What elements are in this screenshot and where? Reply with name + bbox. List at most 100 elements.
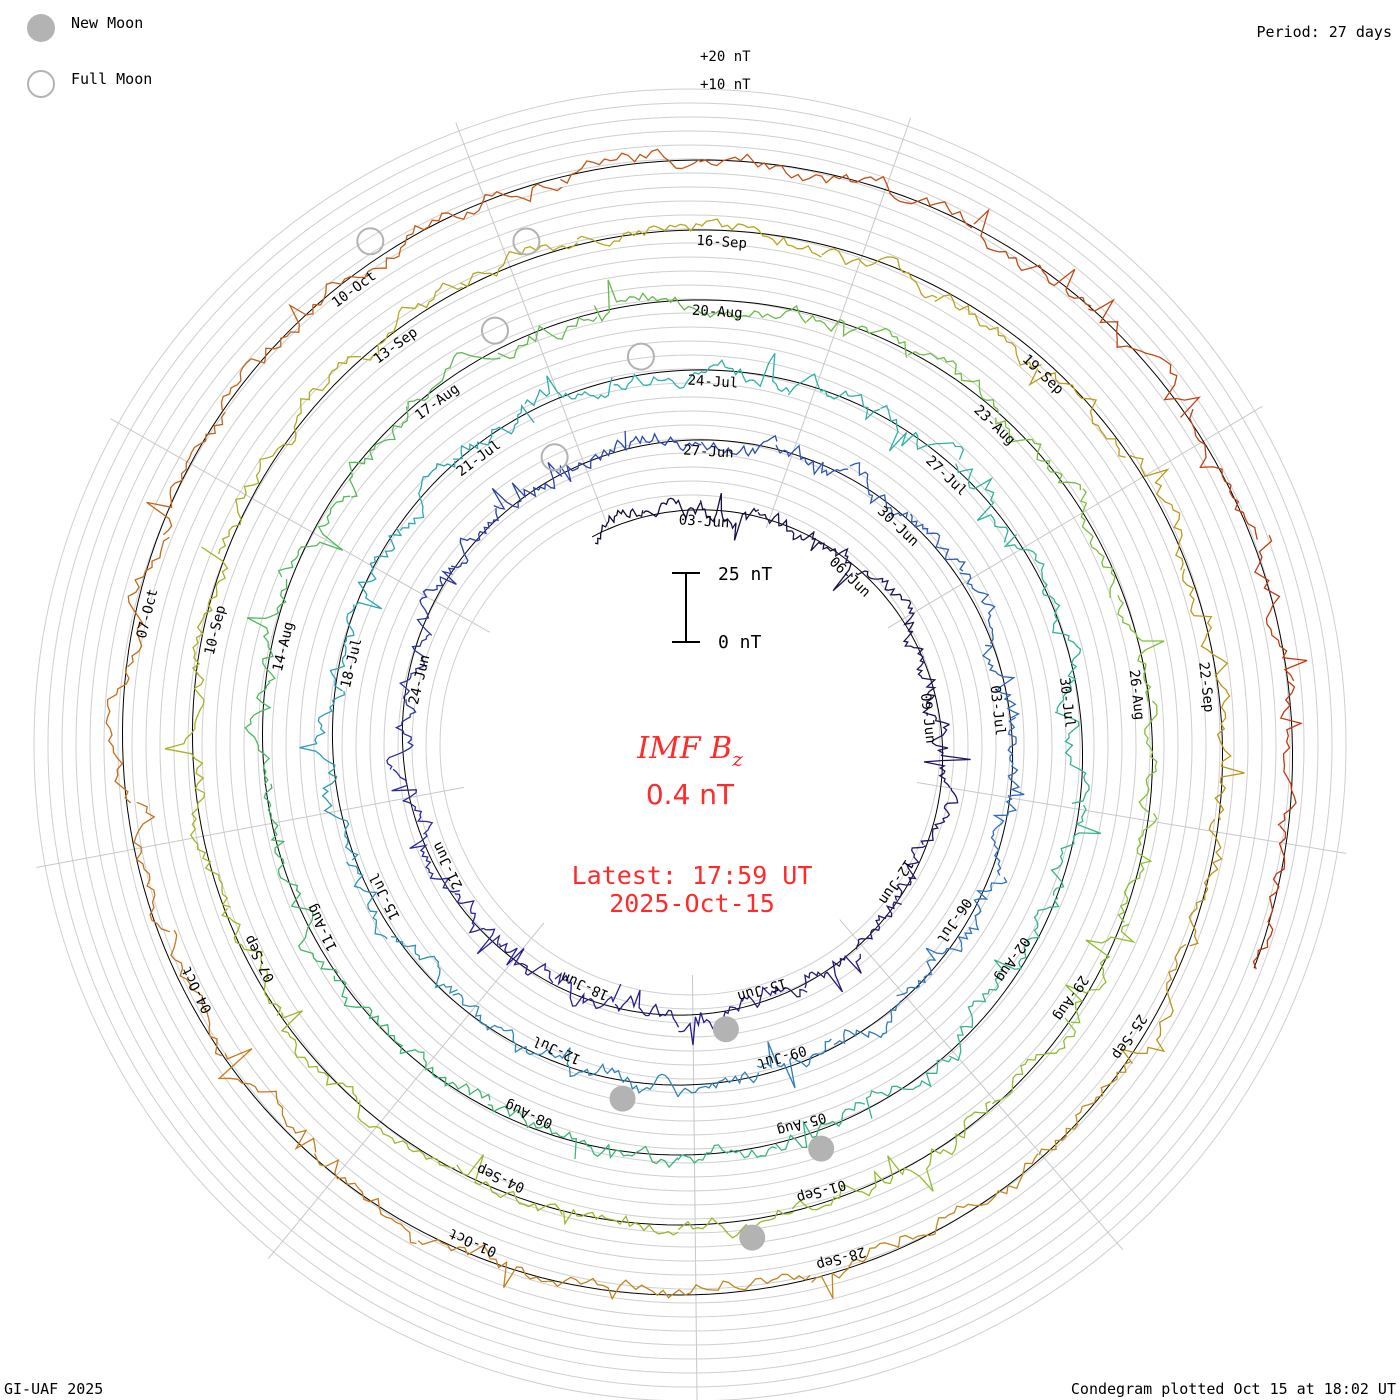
grid-circle xyxy=(369,424,1011,1066)
bz-trace-segment xyxy=(1188,819,1223,947)
bz-trace-segment xyxy=(399,461,456,531)
bz-trace-segment xyxy=(917,668,950,726)
bz-trace-segment xyxy=(901,1100,991,1192)
bz-trace-segment xyxy=(1052,617,1082,713)
grid-circle xyxy=(145,200,1235,1290)
date-label: 16-Sep xyxy=(696,233,747,252)
bz-trace-segment xyxy=(362,282,463,361)
bz-trace-segment xyxy=(453,404,535,460)
date-label: 24-Jul xyxy=(687,373,738,392)
bz-trace-segment xyxy=(787,373,881,421)
bz-trace-segment xyxy=(346,861,388,940)
date-label: 18-Jun xyxy=(559,968,612,1003)
footer-plot-time: Condegram plotted Oct 15 at 18:02 UT xyxy=(1070,1380,1396,1398)
bz-trace-segment xyxy=(833,1000,902,1046)
bz-trace-segment xyxy=(416,567,457,636)
date-label: 15-Jun xyxy=(735,975,788,1005)
grid-circle xyxy=(33,88,1347,1400)
bz-trace-segment xyxy=(554,972,622,1010)
grid-circle xyxy=(285,340,1095,1150)
bz-trace-segment xyxy=(594,507,644,545)
date-label: 21-Jun xyxy=(430,839,467,891)
bz-trace-segment xyxy=(679,1273,811,1296)
bz-trace-segment xyxy=(993,897,1060,973)
grid-circle xyxy=(327,382,1053,1108)
grid-circle xyxy=(229,284,1151,1206)
bz-trace-segment xyxy=(491,462,563,510)
bz-trace-segment xyxy=(1065,923,1136,1024)
bz-trace-segment xyxy=(312,224,430,306)
grid-spoke xyxy=(36,786,465,869)
full-moon-marker xyxy=(540,443,569,472)
grid-spoke xyxy=(691,974,698,1400)
grid-spoke xyxy=(916,782,1347,854)
ring-scale-label-10: +10 nT xyxy=(700,77,751,93)
moon-markers xyxy=(356,227,835,1251)
date-label: 03-Jul xyxy=(987,685,1009,737)
bz-trace-segment xyxy=(1254,535,1308,682)
bz-trace-segment xyxy=(855,901,902,950)
date-label: 28-Sep xyxy=(814,1243,867,1273)
bz-trace-segment xyxy=(865,1057,952,1119)
bz-trace-segment xyxy=(487,1103,577,1159)
bz-trace-segment xyxy=(390,935,458,994)
scale-bar: 25 nT 0 nT xyxy=(672,564,772,653)
bz-trace-segment xyxy=(450,508,499,569)
bz-trace-segment xyxy=(399,633,430,699)
bz-trace-segment xyxy=(1038,1061,1131,1156)
date-label: 15-Jul xyxy=(367,870,404,922)
bz-trace-segment xyxy=(907,350,1000,415)
bz-trace-segment xyxy=(902,607,925,671)
grid-spoke xyxy=(110,418,490,633)
bz-trace-segment xyxy=(701,352,790,393)
data-traces xyxy=(105,148,1308,1301)
grid-circle xyxy=(425,480,955,1010)
full-moon-marker xyxy=(626,342,655,371)
grid-circle xyxy=(47,102,1333,1388)
bz-trace-segment xyxy=(990,794,1018,876)
bz-trace-segment xyxy=(299,691,346,777)
center-readout: IMF Bz 0.4 nT Latest: 17:59 UT 2025-Oct-… xyxy=(572,731,813,918)
bz-trace-segment xyxy=(1117,812,1158,923)
bz-trace-segment xyxy=(775,444,849,477)
grid-circle xyxy=(103,158,1277,1332)
bz-trace-segment xyxy=(677,1071,760,1098)
bz-trace-segment xyxy=(775,1102,866,1151)
grid-circle xyxy=(313,368,1067,1122)
bz-trace-segment xyxy=(821,248,938,299)
bz-trace-segment xyxy=(1252,824,1287,970)
bz-trace-segment xyxy=(407,351,501,409)
bz-trace-segment xyxy=(957,876,1008,948)
bz-trace-segment xyxy=(1028,368,1126,458)
grid-circle xyxy=(439,494,941,996)
bz-trace-segment xyxy=(1050,804,1102,896)
grid-spoke xyxy=(455,122,610,530)
bz-trace-segment xyxy=(1088,298,1202,418)
reference-spiral xyxy=(121,159,1294,1296)
bz-trace-segment xyxy=(559,430,627,483)
date-label: 11-Aug xyxy=(304,901,341,953)
bz-trace-segment xyxy=(880,404,965,460)
bz-trace-segment xyxy=(1120,943,1187,1064)
bz-trace-segment xyxy=(701,304,807,324)
quantity-title: IMF Bz xyxy=(636,731,743,771)
bz-trace-segment xyxy=(811,1233,936,1299)
bz-trace-segment xyxy=(560,148,700,184)
grid-spoke xyxy=(267,922,545,1260)
bz-trace-segment xyxy=(357,1100,455,1169)
bz-trace-segment xyxy=(973,208,1092,307)
bz-trace-segment xyxy=(164,673,205,794)
date-label: 30-Jul xyxy=(1056,677,1078,729)
bz-trace-segment xyxy=(386,699,417,770)
bz-trace-segment xyxy=(1079,488,1116,598)
bz-trace-segment xyxy=(348,406,409,498)
grid-circle xyxy=(271,326,1109,1164)
bz-trace-segment xyxy=(642,497,701,520)
date-label: 22-Sep xyxy=(1195,661,1217,713)
bz-trace-segment xyxy=(894,845,927,901)
bz-trace-segment xyxy=(562,1208,679,1236)
bz-trace-segment xyxy=(280,1010,358,1104)
bz-trace-segment xyxy=(949,973,1002,1062)
scale-bar-bottom-label: 0 nT xyxy=(718,632,762,653)
quantity-subscript: z xyxy=(731,747,743,771)
